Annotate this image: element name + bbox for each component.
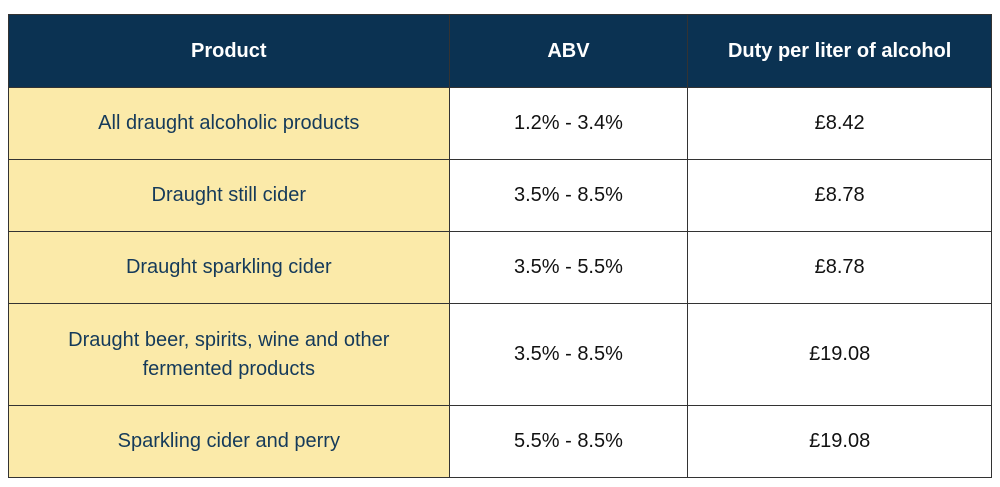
abv-cell: 3.5% - 8.5%	[448, 159, 689, 232]
table-header: Product ABV Duty per liter of alcohol	[8, 14, 992, 88]
duty-cell: £19.08	[687, 303, 992, 406]
duty-cell: £19.08	[687, 405, 992, 478]
table-row: Draught beer, spirits, wine and other fe…	[8, 303, 992, 406]
header-cell: Product	[8, 14, 450, 88]
duty-cell: £8.42	[687, 87, 992, 160]
abv-cell: 3.5% - 8.5%	[448, 303, 689, 406]
header-row: Product ABV Duty per liter of alcohol	[8, 14, 992, 88]
abv-cell: 1.2% - 3.4%	[448, 87, 689, 160]
abv-cell: 5.5% - 8.5%	[448, 405, 689, 478]
product-cell: Draught sparkling cider	[8, 231, 450, 304]
table-row: Sparkling cider and perry 5.5% - 8.5% £19.…	[8, 405, 992, 478]
duty-cell: £8.78	[687, 231, 992, 304]
table-body: All draught alcoholic products 1.2% - 3.4…	[8, 87, 992, 478]
table-row: Draught still cider 3.5% - 8.5% £8.78	[8, 159, 992, 232]
table-row: All draught alcoholic products 1.2% - 3.4…	[8, 87, 992, 160]
abv-cell: 3.5% - 5.5%	[448, 231, 689, 304]
duty-table: Product ABV Duty per liter of alcohol All …	[8, 14, 992, 478]
product-cell: Draught still cider	[8, 159, 450, 232]
product-cell: Sparkling cider and perry	[8, 405, 450, 478]
header-cell: ABV	[448, 14, 689, 88]
product-cell: All draught alcoholic products	[8, 87, 450, 160]
product-cell: Draught beer, spirits, wine and other fe…	[8, 303, 450, 406]
header-cell: Duty per liter of alcohol	[687, 14, 992, 88]
table-row: Draught sparkling cider 3.5% - 5.5% £8.78	[8, 231, 992, 304]
duty-cell: £8.78	[687, 159, 992, 232]
